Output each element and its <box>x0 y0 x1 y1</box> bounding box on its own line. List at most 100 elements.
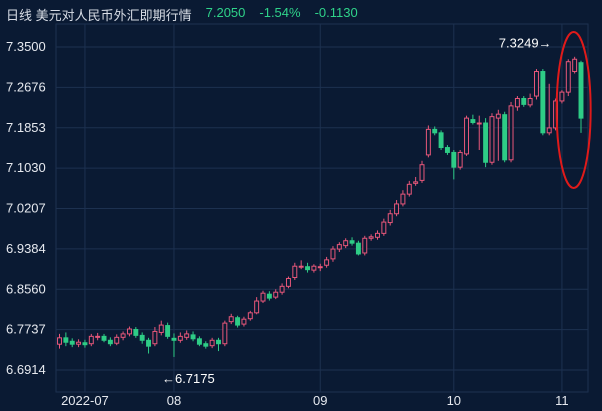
change-percent: -1.54% <box>259 5 301 20</box>
candle-body <box>107 339 113 345</box>
candle-body <box>425 128 431 156</box>
candle-body <box>387 213 393 224</box>
candle-body <box>165 325 171 337</box>
candle-body <box>502 114 508 161</box>
candle-body <box>120 333 126 338</box>
candle-body <box>146 339 152 347</box>
x-tick-label: 08 <box>167 393 181 408</box>
chart-title: 日线 美元对人民币外汇即期行情 <box>6 8 192 23</box>
candle-body <box>298 265 304 268</box>
candle-body <box>190 334 196 340</box>
candle-body <box>578 62 584 119</box>
candle-body <box>540 71 546 134</box>
candle-body <box>158 324 164 333</box>
candle-body <box>114 336 120 344</box>
x-tick-label: 11 <box>555 393 569 408</box>
candle-body <box>324 259 330 266</box>
candle-body <box>63 337 69 343</box>
candle-body <box>254 300 260 314</box>
candle-body <box>464 117 469 155</box>
candle-body <box>572 58 578 73</box>
candle-body <box>95 335 101 338</box>
candle-body <box>514 97 520 108</box>
candle-body <box>317 266 323 269</box>
candle-body <box>362 237 368 254</box>
last-price: 7.2050 <box>205 5 246 20</box>
candle-body <box>279 285 285 293</box>
candle-body <box>57 337 62 345</box>
candle-body <box>101 335 107 341</box>
y-tick-label: 6.9384 <box>6 241 46 256</box>
candle-body <box>76 341 82 345</box>
candle-body <box>394 203 400 215</box>
y-tick-label: 7.2676 <box>6 79 46 94</box>
y-tick-label: 7.1853 <box>6 120 46 135</box>
y-tick-label: 7.3500 <box>6 39 46 54</box>
candle-body <box>559 91 565 102</box>
candle-body <box>375 232 380 238</box>
y-tick-label: 6.6914 <box>6 362 46 377</box>
y-tick-label: 7.0207 <box>6 201 46 216</box>
highlight-ellipse <box>555 31 592 189</box>
candle-body <box>495 113 501 119</box>
candle-body <box>88 335 94 345</box>
candle-body <box>203 343 209 347</box>
plot-frame <box>55 23 589 393</box>
candle-body <box>209 339 215 347</box>
y-tick-label: 6.7737 <box>6 322 46 337</box>
candle-body <box>406 183 412 195</box>
candle-body <box>285 277 291 287</box>
candle-body <box>483 122 489 163</box>
candle-body <box>82 342 88 346</box>
change-value: -0.1130 <box>314 5 358 20</box>
candle-body <box>260 292 266 302</box>
candle-body <box>438 132 444 149</box>
candle-body <box>292 265 298 279</box>
candle-body <box>126 328 132 335</box>
x-tick-label: 2022-07 <box>61 393 109 408</box>
chart-header: 日线 美元对人民币外汇即期行情 7.2050 -1.54% -0.1130 <box>6 5 358 23</box>
candle-body <box>305 266 311 271</box>
candle-body <box>247 312 253 320</box>
candle-body <box>546 127 552 134</box>
candle-body <box>432 128 438 134</box>
candle-body <box>521 97 527 105</box>
candle-body <box>527 97 533 106</box>
candle-body <box>457 151 463 168</box>
candle-body <box>349 240 355 244</box>
candle-body <box>355 242 361 255</box>
candle-body <box>266 293 272 299</box>
candle-body <box>177 335 183 341</box>
x-tick-label: 10 <box>447 393 461 408</box>
candle-body <box>133 328 139 336</box>
candle-body <box>171 337 177 341</box>
candle-body <box>273 291 279 298</box>
candle-body <box>508 105 514 161</box>
candle-body <box>451 151 457 168</box>
candle-body <box>470 119 476 124</box>
y-tick-label: 6.8560 <box>6 281 46 296</box>
candle-body <box>419 164 425 181</box>
candle-body <box>381 221 387 234</box>
candle-body <box>222 322 228 345</box>
candle-body <box>330 248 336 260</box>
candle-body <box>196 338 202 345</box>
candle-body <box>400 193 406 205</box>
high-annotation: 7.3249→ <box>499 35 552 50</box>
candle-body <box>311 265 317 271</box>
candle-body <box>343 240 349 247</box>
candle-body <box>368 236 374 239</box>
candle-body <box>336 244 342 250</box>
candle-body <box>476 122 482 125</box>
candle-body <box>228 316 234 323</box>
candle-body <box>444 147 450 153</box>
candle-body <box>565 61 571 93</box>
candle-body <box>235 317 241 326</box>
low-annotation: ←6.7175 <box>162 371 215 386</box>
y-tick-label: 7.1030 <box>6 160 46 175</box>
candle-body <box>69 340 75 345</box>
candle-body <box>489 116 495 163</box>
candle-body <box>152 330 158 345</box>
x-tick-label: 09 <box>313 393 327 408</box>
candle-body <box>413 181 419 184</box>
